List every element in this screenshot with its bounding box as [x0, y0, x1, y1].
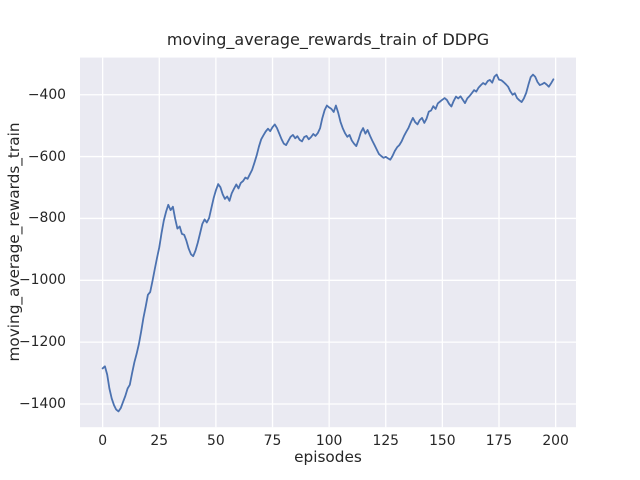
x-tick-label: 125: [372, 433, 399, 449]
chart-title: moving_average_rewards_train of DDPG: [166, 30, 490, 49]
y-tick-label: −800: [27, 210, 66, 227]
y-tick-label: −1000: [19, 272, 66, 289]
plot-background: [80, 57, 576, 428]
x-tick-label: 0: [98, 433, 108, 449]
x-tick-label: 50: [207, 433, 225, 449]
y-tick-label: −1200: [19, 334, 66, 351]
x-tick-label: 150: [429, 433, 456, 449]
grid-lines: [80, 57, 576, 428]
x-tick-label: 200: [542, 433, 569, 449]
x-tick-label: 175: [485, 433, 513, 449]
reward-line: [101, 73, 555, 413]
x-tick-label: 100: [315, 433, 343, 449]
x-tick-label: 75: [263, 433, 282, 449]
y-tick-label: −600: [27, 148, 66, 165]
x-tick-label: 25: [150, 433, 169, 449]
x-axis-label: episodes: [294, 448, 362, 466]
y-tick-label: −1400: [19, 396, 66, 412]
y-tick-label: −400: [27, 86, 66, 103]
